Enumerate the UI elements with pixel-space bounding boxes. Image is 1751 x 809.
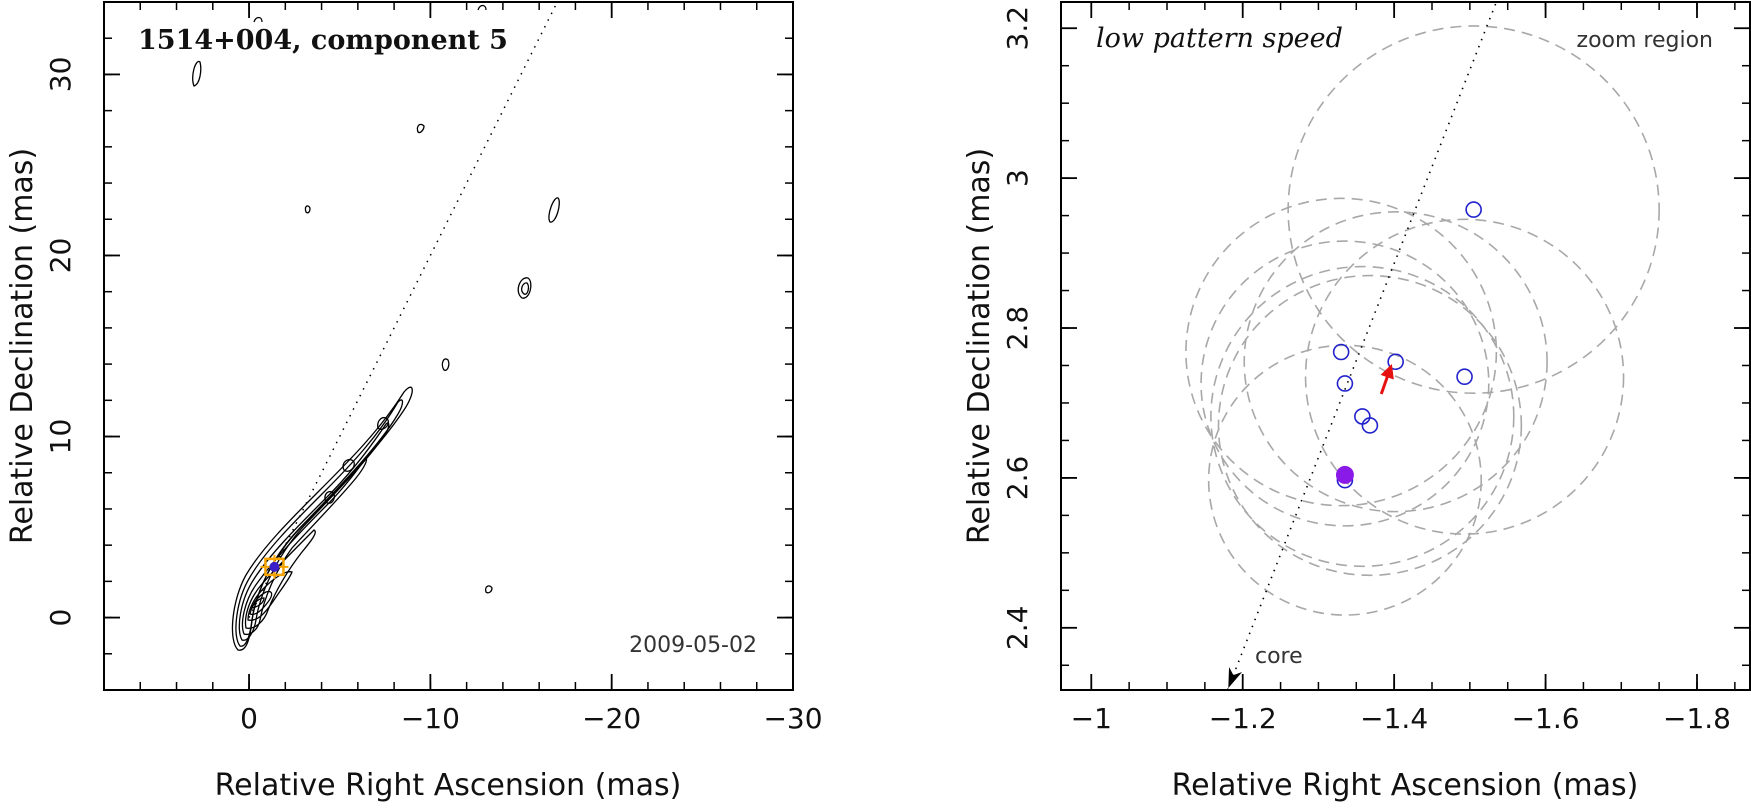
left-y-tick-label: 20 [44,238,77,274]
left-y-tick-label: 10 [44,419,77,455]
motion-arrow [1379,363,1394,395]
component-position-point [1456,368,1473,386]
component-position-point [1332,343,1350,361]
uncertainty-circle [1210,265,1515,568]
component-positions [1332,201,1482,489]
component-position-point [1465,201,1482,218]
right-y-tick-label: 3.2 [1001,6,1034,51]
component-position-dot [269,561,280,572]
left-jet-axis-line [248,2,558,618]
left-x-tick-label: 0 [240,702,258,735]
uncertainty-circle [1304,218,1625,535]
left-x-tick-label: −20 [582,702,641,735]
core-direction-arrowhead [1228,666,1243,689]
right-y-tick-label: 2.8 [1001,306,1034,351]
observation-date: 2009-05-02 [629,633,757,658]
core-label: core [1255,644,1303,669]
right-plot-frame [1060,1,1751,691]
right-jet-axis-line [1226,2,1498,690]
uncertainty-circles [1185,25,1660,616]
component-position-point [1361,417,1379,434]
right-y-axis-title: Relative Declination (mas) [962,148,997,544]
uncertainty-circle [1287,25,1660,395]
right-ticks: −1 −1.2 −1.4 −1.6 −1.8 2.4 2.6 2.8 3 3.2 [1001,2,1750,735]
right-x-tick-label: −1 [1071,702,1112,735]
right-x-tick-label: −1.2 [1209,702,1277,735]
uncertainty-circle [1200,240,1490,527]
left-chart-title: 1514+004, component 5 [138,25,508,56]
right-chart-title: low pattern speed [1096,23,1343,54]
jet-contours [192,4,560,651]
component-5-marker [260,554,289,579]
right-x-tick-label: −1.8 [1663,702,1731,735]
uncertainty-circle [1185,197,1498,507]
uncertainty-circle [1217,274,1523,577]
left-panel: 0 −10 −20 −30 0 10 20 30 [5,1,823,803]
reference-position-point [1335,465,1354,484]
component-position-point [1336,375,1354,392]
right-x-tick-label: −1.6 [1512,702,1580,735]
uncertainty-circle [1243,211,1548,513]
component-position-point [1354,408,1371,425]
left-x-axis-title: Relative Right Ascension (mas) [215,768,682,803]
left-y-tick-label: 30 [44,57,77,93]
left-plot-frame [103,1,794,691]
zoom-region-label: zoom region [1577,28,1713,53]
right-y-tick-label: 2.4 [1001,606,1034,651]
right-x-tick-label: −1.4 [1360,702,1428,735]
left-ticks: 0 −10 −20 −30 0 10 20 30 [44,1,823,735]
right-y-tick-label: 3 [1001,169,1034,187]
left-x-tick-label: −30 [763,702,822,735]
left-x-tick-label: −10 [401,702,460,735]
right-panel: −1 −1.2 −1.4 −1.6 −1.8 2.4 2.6 2.8 3 3.2 low patt… [962,1,1751,803]
left-y-axis-title: Relative Declination (mas) [5,148,40,544]
right-x-axis-title: Relative Right Ascension (mas) [1172,768,1639,803]
left-y-tick-label: 0 [44,609,77,627]
right-y-tick-label: 2.6 [1001,456,1034,501]
motion-arrow-head [1380,363,1394,380]
component-position-point [1387,353,1404,371]
